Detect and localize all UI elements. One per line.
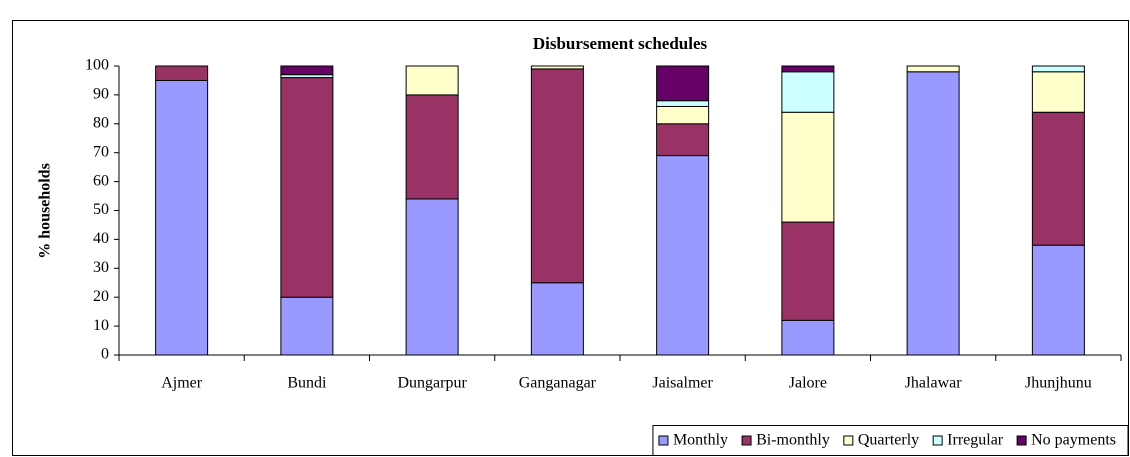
x-tick-label: Ganganagar (519, 375, 597, 392)
bar-segment (781, 221, 835, 321)
bar-segment (781, 65, 835, 73)
bar-segment (656, 65, 710, 102)
bar-segment (781, 319, 835, 356)
bar-segment (906, 71, 960, 356)
bar-segment (656, 155, 710, 356)
legend-label: Bi-monthly (756, 432, 830, 449)
x-tick-label: Jhunjhunu (1025, 375, 1092, 392)
y-tick-label: 100 (85, 57, 109, 74)
bar-segment (405, 94, 459, 200)
legend-swatch (843, 435, 854, 446)
legend-swatch (1016, 435, 1027, 446)
y-axis-label: % households (37, 163, 54, 259)
bar-segment (155, 65, 209, 81)
y-tick-label: 70 (93, 143, 109, 160)
bar-segment (656, 123, 710, 157)
legend-swatch (658, 435, 669, 446)
bar-segment (530, 282, 584, 356)
chart-title: Disbursement schedules (533, 34, 708, 53)
bar-segment (530, 68, 584, 284)
x-tick-label: Dungarpur (397, 375, 467, 392)
bar-segment (656, 100, 710, 107)
bar-segment (405, 65, 459, 96)
x-tick-label: Ajmer (161, 375, 203, 392)
bar-segment (280, 77, 334, 298)
bar-segment (781, 71, 835, 113)
bar-segment (280, 296, 334, 356)
y-tick-label: 30 (93, 259, 109, 276)
y-tick-label: 20 (93, 288, 109, 305)
y-tick-label: 90 (93, 86, 109, 103)
bar-segment (1031, 71, 1085, 113)
bar-segment (656, 105, 710, 125)
y-tick-label: 10 (93, 317, 109, 334)
legend-label: Monthly (673, 432, 728, 449)
y-tick-label: 0 (101, 346, 109, 363)
legend-swatch (741, 435, 752, 446)
x-tick-label: Jhalawar (905, 375, 963, 392)
bar-segment (1031, 111, 1085, 246)
bar-segment (1031, 244, 1085, 356)
bar-segment (280, 65, 334, 76)
y-tick-label: 50 (93, 201, 109, 218)
bar-segment (1031, 65, 1085, 73)
legend-label: Quarterly (858, 432, 919, 449)
y-tick-label: 80 (93, 114, 109, 131)
y-tick-label: 60 (93, 172, 109, 189)
x-tick-label: Jalore (789, 375, 827, 392)
x-tick-label: Bundi (287, 375, 327, 392)
legend-box (652, 425, 1129, 456)
bar-segment (906, 65, 960, 73)
legend-label: No payments (1031, 432, 1116, 449)
bar-segment (405, 198, 459, 356)
bar-segment (530, 65, 584, 70)
bar-segment (155, 79, 209, 356)
x-tick-label: Jaisalmer (652, 375, 713, 392)
bar-segment (781, 111, 835, 223)
legend-label: Irregular (947, 432, 1004, 449)
legend-swatch (932, 435, 943, 446)
y-tick-label: 40 (93, 230, 109, 247)
